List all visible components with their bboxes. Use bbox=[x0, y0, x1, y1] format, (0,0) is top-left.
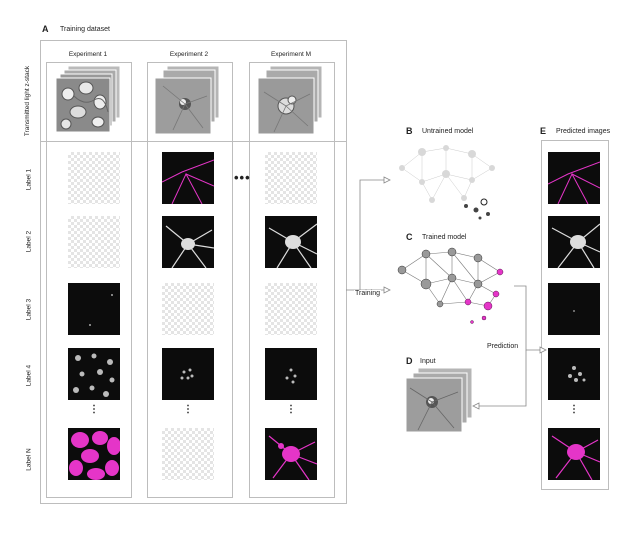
panel-e-title: Predicted images bbox=[556, 128, 611, 135]
predicted-label1-tile bbox=[548, 152, 600, 204]
row-label-label-n: Label N bbox=[25, 448, 33, 471]
untrained-network bbox=[399, 145, 495, 220]
stack-experiment-2 bbox=[154, 66, 220, 135]
column-header-experiment-1: Experiment 1 bbox=[68, 51, 108, 58]
panel-b-letter: B bbox=[406, 126, 413, 136]
column-header-experiment-2: Experiment 2 bbox=[169, 51, 209, 58]
panel-c-letter: C bbox=[406, 232, 413, 242]
experiment-m-frame bbox=[249, 62, 335, 498]
exp1-label3-tile bbox=[68, 283, 120, 335]
stack-experiment-1 bbox=[55, 66, 121, 133]
row-label-label-1: Label 1 bbox=[25, 168, 33, 191]
experiment-1-frame bbox=[46, 62, 132, 498]
flow-arrows bbox=[346, 176, 547, 410]
exp2-label4-tile bbox=[162, 348, 214, 400]
predicted-labeln-tile bbox=[548, 428, 600, 480]
panel-e-letter: E bbox=[540, 126, 547, 136]
exp2-labeln-tile bbox=[162, 428, 214, 480]
exp1-label4-tile bbox=[68, 348, 120, 400]
row-label-label-2: Label 2 bbox=[25, 230, 33, 253]
column-header-experiment-m: Experiment M bbox=[270, 51, 312, 58]
row-ellipsis-exp1: ⋮ bbox=[89, 404, 99, 415]
exp1-labeln-tile bbox=[68, 428, 120, 480]
exp2-label3-tile bbox=[162, 283, 214, 335]
expm-label2-tile bbox=[265, 216, 317, 268]
panel-a-letter: A bbox=[42, 24, 49, 34]
exp1-label1-tile bbox=[68, 152, 120, 204]
panel-d-letter: D bbox=[406, 356, 413, 366]
predicted-label4-tile bbox=[548, 348, 600, 400]
training-dataset-frame bbox=[40, 40, 347, 504]
expm-label4-tile bbox=[265, 348, 317, 400]
row-ellipsis-expm: ⋮ bbox=[286, 404, 296, 415]
panel-d-title: Input bbox=[420, 358, 436, 365]
prediction-label: Prediction bbox=[486, 343, 520, 350]
exp2-label1-tile bbox=[162, 152, 214, 204]
experiment-2-frame bbox=[147, 62, 233, 498]
predicted-label3-tile bbox=[548, 283, 600, 335]
exp2-label2-tile bbox=[162, 216, 214, 268]
expm-label1-tile bbox=[265, 152, 317, 204]
expm-label3-tile bbox=[265, 283, 317, 335]
panel-b-title: Untrained model bbox=[422, 128, 474, 135]
column-ellipsis: ••• bbox=[234, 170, 251, 185]
trained-network bbox=[397, 247, 504, 324]
stack-experiment-m bbox=[257, 66, 323, 135]
row-ellipsis-exp2: ⋮ bbox=[183, 404, 193, 415]
expm-labeln-tile bbox=[265, 428, 317, 480]
input-stack bbox=[405, 368, 473, 433]
row-label-stack: Transmitted light z-stack bbox=[24, 65, 31, 137]
row-ellipsis-predicted: ⋮ bbox=[569, 404, 579, 415]
training-label: Training bbox=[354, 290, 382, 297]
predicted-images-frame bbox=[541, 140, 609, 490]
predicted-label2-tile bbox=[548, 216, 600, 268]
panel-c-title: Trained model bbox=[422, 234, 467, 241]
panel-a-title: Training dataset bbox=[60, 26, 110, 33]
row-label-label-4: Label 4 bbox=[25, 364, 33, 387]
stack-divider bbox=[40, 141, 346, 142]
exp1-label2-tile bbox=[68, 216, 120, 268]
row-label-label-3: Label 3 bbox=[25, 298, 33, 321]
